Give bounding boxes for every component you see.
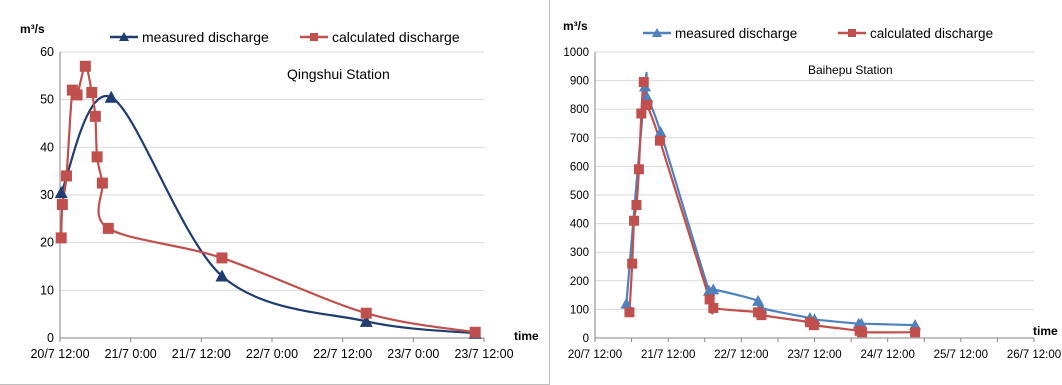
y-tick-label: 0 [47, 331, 54, 345]
y-tick-label: 10 [40, 283, 54, 297]
station-title: Baihepu Station [808, 63, 893, 77]
y-tick-label: 30 [40, 188, 54, 202]
measured-discharge-line [60, 94, 476, 335]
calculated-point [704, 294, 715, 305]
calculated-point [633, 164, 644, 175]
y-tick-label: 1000 [563, 47, 589, 59]
calculated-point [624, 307, 635, 318]
legend-marker [119, 32, 129, 41]
calculated-point [629, 215, 640, 226]
x-tick-label: 21/7 12:00 [641, 349, 695, 361]
chart-panel-qingshui: 0 10 20 30 40 50 60 20/7 12:00 21/7 0:00 21/7 12:… [0, 0, 550, 385]
calculated-point [55, 232, 67, 244]
x-tick-label: 21/7 12:00 [172, 347, 231, 361]
calculated-point [808, 320, 819, 331]
calculated-point [631, 200, 642, 211]
measured-point [654, 126, 667, 138]
calculated-point [91, 151, 103, 163]
x-tick-label: 25/7 12:00 [934, 349, 988, 361]
legend-marker [652, 28, 662, 37]
x-tick-label: 23/7 12:00 [787, 349, 841, 361]
calculated-point [642, 99, 653, 110]
y-tick-label: 40 [40, 140, 54, 154]
calculated-point [60, 170, 72, 182]
y-axis-unit-label: m³/s [20, 22, 45, 36]
legend-label: measured discharge [675, 26, 797, 41]
station-title: Qingshui Station [287, 66, 390, 82]
x-tick-label: 22/7 12:00 [714, 349, 768, 361]
calculated-point [469, 326, 481, 338]
calculated-point [56, 199, 68, 211]
x-tick-label: 24/7 12:00 [860, 349, 914, 361]
calculated-point [96, 177, 108, 189]
measured-point [620, 297, 633, 309]
measured-point [215, 269, 229, 282]
legend-label: measured discharge [142, 29, 269, 45]
x-tick-label: 23/7 0:00 [387, 347, 439, 361]
y-tick-label: 200 [570, 276, 589, 288]
x-tick-label: 21/7 0:00 [105, 347, 157, 361]
legend-label: calculated discharge [870, 26, 993, 41]
y-tick-label: 100 [570, 304, 589, 316]
calculated-point [638, 77, 649, 88]
calculated-point [360, 307, 372, 319]
calculated-point [102, 222, 114, 234]
y-tick-label: 700 [570, 133, 589, 145]
y-tick-label: 500 [570, 190, 589, 202]
x-axis-label: time [1033, 324, 1058, 338]
measured-point [54, 186, 68, 199]
calculated-discharge-line [60, 65, 476, 334]
calculated-point [627, 258, 638, 269]
calculated-point [857, 327, 868, 338]
calculated-point [708, 302, 719, 313]
calculated-point [71, 89, 83, 101]
measured-point [707, 283, 720, 295]
calculated-point [216, 252, 228, 264]
measured-discharge-line [625, 71, 916, 327]
y-tick-label: 0 [583, 333, 589, 345]
x-tick-label: 20/7 12:00 [568, 349, 622, 361]
y-tick-label: 600 [570, 161, 589, 173]
chart-panel-baihepu: 0 100 200 300 400 500 600 700 800 900 1000 20/7 12:… [552, 0, 1062, 384]
y-tick-label: 800 [570, 104, 589, 116]
x-axis-label: time [514, 329, 539, 343]
x-tick-label: 26/7 12:00 [1007, 349, 1061, 361]
legend-marker [848, 29, 856, 37]
y-tick-label: 400 [570, 219, 589, 231]
measured-point [104, 90, 118, 103]
calculated-point [654, 135, 665, 146]
y-tick-label: 60 [40, 45, 54, 59]
y-tick-label: 20 [40, 236, 54, 250]
x-tick-label: 22/7 12:00 [313, 347, 372, 361]
y-tick-label: 50 [40, 93, 54, 107]
y-tick-label: 900 [570, 76, 589, 88]
legend-label: calculated discharge [332, 29, 460, 45]
calculated-point [89, 110, 101, 122]
y-tick-label: 300 [570, 247, 589, 259]
calculated-point [756, 310, 767, 321]
y-axis-unit-label: m³/s [563, 19, 588, 33]
x-tick-label: 20/7 12:00 [30, 347, 89, 361]
calculated-point [636, 108, 647, 119]
calculated-discharge-line [628, 80, 916, 334]
x-tick-label: 23/7 12:00 [454, 347, 513, 361]
calculated-point [910, 327, 921, 338]
baihepu-chart: 0 100 200 300 400 500 600 700 800 900 1000 20/7 12:… [563, 19, 1061, 361]
measured-point [359, 314, 373, 327]
x-tick-label: 22/7 0:00 [246, 347, 298, 361]
legend-marker [310, 33, 318, 41]
calculated-point [86, 87, 98, 99]
qingshui-chart: 0 10 20 30 40 50 60 20/7 12:00 21/7 0:00 21/7 12:… [20, 22, 539, 361]
calculated-point [79, 60, 91, 72]
